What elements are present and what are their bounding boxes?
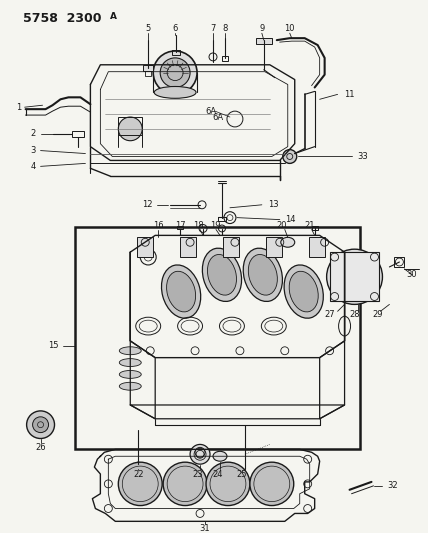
Text: 18: 18 — [193, 221, 203, 230]
Bar — [266, 237, 282, 257]
Text: 33: 33 — [357, 152, 368, 161]
Ellipse shape — [119, 347, 141, 354]
Bar — [223, 237, 239, 257]
Text: 6A: 6A — [212, 112, 223, 122]
Bar — [218, 216, 226, 221]
Circle shape — [327, 249, 383, 304]
Text: 4: 4 — [30, 162, 36, 171]
Ellipse shape — [119, 359, 141, 367]
Ellipse shape — [289, 271, 318, 312]
Circle shape — [190, 445, 210, 464]
Ellipse shape — [119, 370, 141, 378]
Bar — [172, 50, 180, 55]
Text: 11: 11 — [345, 90, 355, 99]
Text: 9: 9 — [259, 24, 265, 33]
Text: 6: 6 — [172, 24, 178, 33]
Circle shape — [118, 462, 162, 506]
Bar — [177, 225, 183, 230]
Text: 17: 17 — [175, 221, 185, 230]
Bar — [395, 257, 404, 267]
Text: 1: 1 — [16, 103, 21, 112]
Bar — [143, 65, 153, 71]
Text: 23: 23 — [193, 470, 203, 479]
Circle shape — [118, 117, 142, 141]
Circle shape — [153, 51, 197, 94]
Bar — [118, 117, 142, 135]
Bar — [145, 71, 151, 76]
Circle shape — [33, 417, 48, 433]
Ellipse shape — [119, 382, 141, 390]
Ellipse shape — [208, 254, 237, 295]
Ellipse shape — [281, 237, 295, 247]
Bar — [330, 252, 380, 302]
Text: 32: 32 — [387, 481, 398, 490]
Text: 19: 19 — [210, 221, 220, 230]
Bar — [72, 131, 84, 137]
Text: 3: 3 — [30, 146, 36, 155]
Text: 30: 30 — [407, 270, 417, 279]
Circle shape — [163, 462, 207, 506]
Circle shape — [339, 261, 371, 293]
Bar — [222, 56, 228, 61]
Text: 24: 24 — [213, 470, 223, 479]
Text: 25: 25 — [237, 470, 247, 479]
Ellipse shape — [202, 248, 241, 302]
Text: 27: 27 — [324, 310, 335, 319]
Text: 21: 21 — [304, 221, 315, 230]
Ellipse shape — [248, 254, 277, 295]
Text: 2: 2 — [30, 130, 36, 138]
Circle shape — [283, 150, 297, 164]
Text: 10: 10 — [285, 24, 295, 33]
Circle shape — [250, 462, 294, 506]
Text: 12: 12 — [142, 200, 152, 209]
Ellipse shape — [284, 265, 323, 318]
Circle shape — [27, 411, 54, 439]
Bar — [309, 237, 325, 257]
Bar — [137, 237, 153, 257]
Circle shape — [206, 462, 250, 506]
Ellipse shape — [213, 451, 227, 461]
Circle shape — [348, 271, 360, 282]
Text: 8: 8 — [222, 24, 228, 33]
Ellipse shape — [166, 271, 196, 312]
Text: 20: 20 — [276, 221, 287, 230]
Text: A: A — [110, 12, 117, 21]
Ellipse shape — [154, 86, 196, 98]
Ellipse shape — [243, 248, 282, 302]
Text: 5: 5 — [146, 24, 151, 33]
Text: 7: 7 — [210, 24, 216, 33]
Bar — [75, 228, 360, 449]
Text: 6A: 6A — [205, 107, 216, 116]
Text: 22: 22 — [133, 470, 143, 479]
Bar — [180, 237, 196, 257]
Text: 28: 28 — [349, 310, 360, 319]
Ellipse shape — [161, 265, 201, 318]
Circle shape — [160, 58, 190, 87]
Bar — [312, 225, 318, 230]
Text: 5758  2300: 5758 2300 — [23, 12, 101, 25]
Text: 13: 13 — [268, 200, 279, 209]
Text: 15: 15 — [48, 341, 59, 350]
Text: 29: 29 — [372, 310, 383, 319]
Text: 26: 26 — [35, 443, 46, 452]
Text: 16: 16 — [153, 221, 163, 230]
Text: 31: 31 — [200, 524, 210, 533]
Bar — [256, 38, 272, 44]
Text: 14: 14 — [285, 215, 295, 224]
